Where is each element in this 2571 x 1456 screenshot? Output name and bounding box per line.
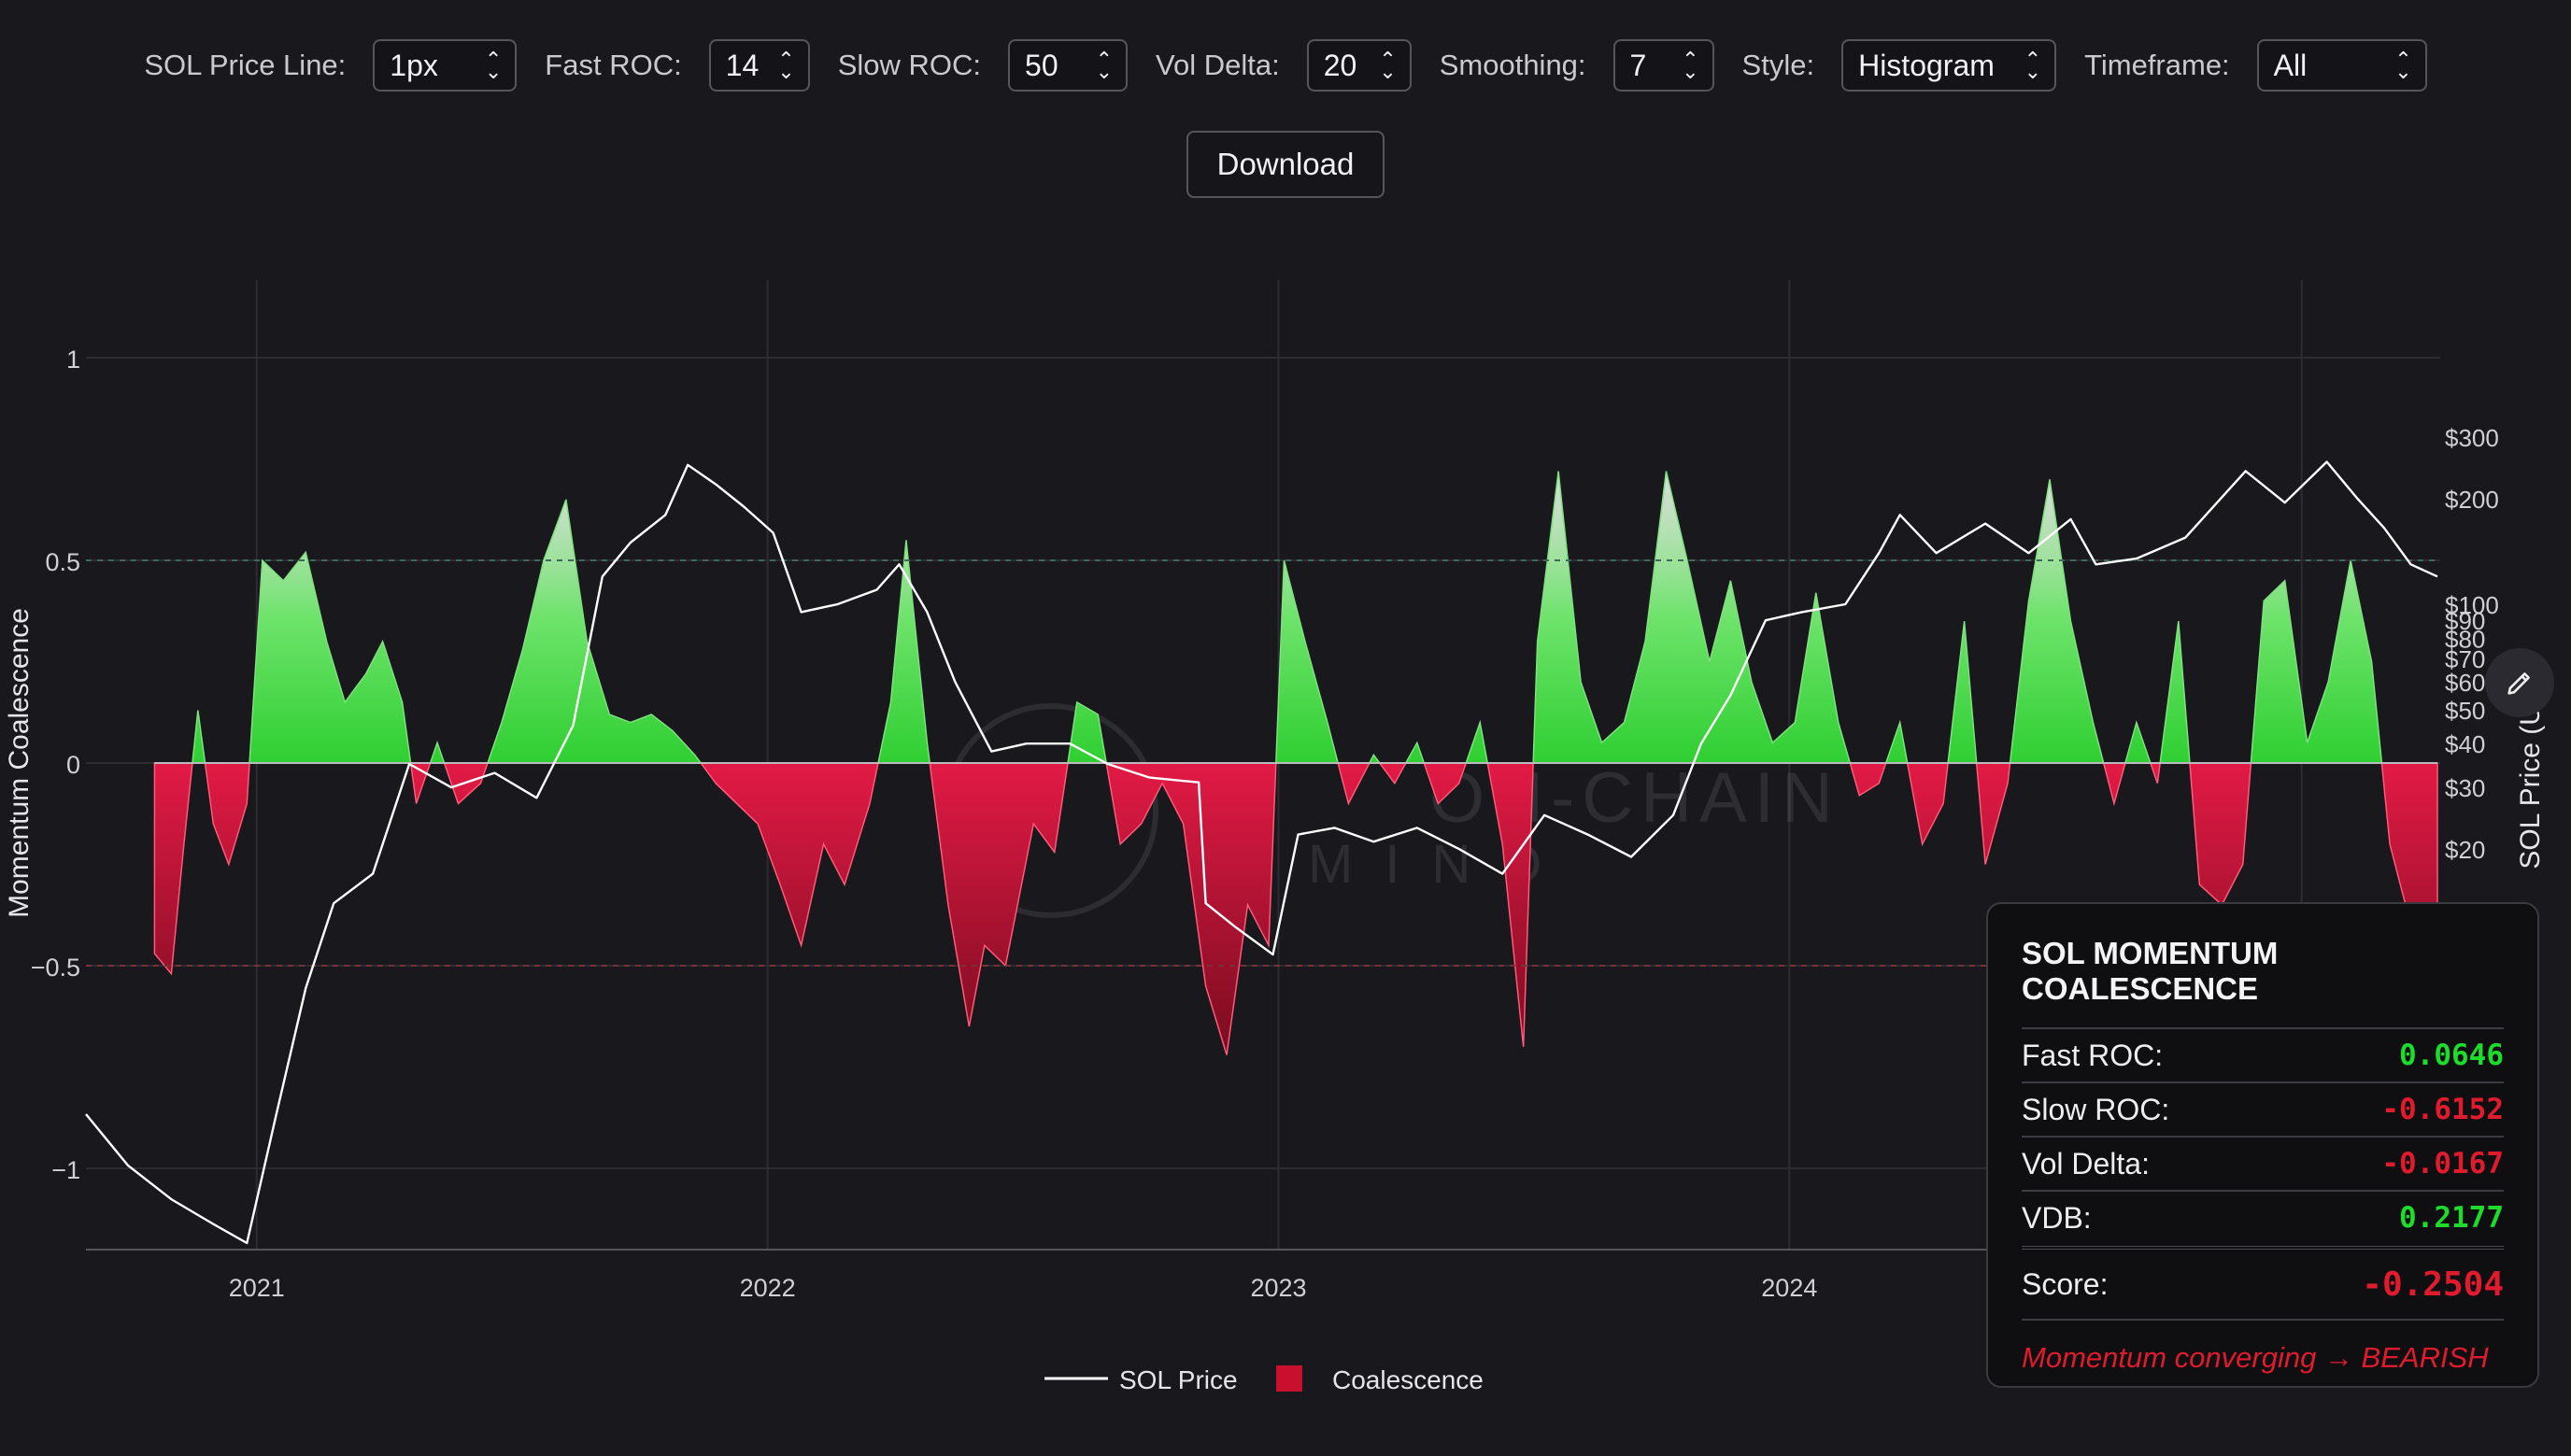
y-right-tick-label: $200 <box>2445 486 2499 514</box>
select-value: 14 <box>725 48 760 82</box>
metric-label: VDB: <box>2022 1200 2092 1235</box>
sol-price-path <box>85 460 2438 1245</box>
control-4: Smoothing: 7 ⌃ ⌄ <box>1440 39 1714 92</box>
control-6: Timeframe: All ⌃ ⌄ <box>2084 39 2427 92</box>
select-value: 50 <box>1025 48 1058 82</box>
control-0: SOL Price Line: 1px ⌃ ⌄ <box>144 39 518 92</box>
select-value: 1px <box>390 48 438 82</box>
chevron-up-down-icon: ⌃ ⌄ <box>484 48 503 83</box>
y-tick-label: 0 <box>66 751 80 779</box>
control-label: SOL Price Line: <box>144 49 347 81</box>
legend-price-label: SOL Price <box>1119 1365 1238 1394</box>
x-tick-label: 2022 <box>740 1274 796 1302</box>
metric-label: Fast ROC: <box>2022 1038 2164 1072</box>
metric-label: Slow ROC: <box>2022 1092 2170 1126</box>
score-label: Score: <box>2022 1266 2109 1301</box>
select-value: Histogram <box>1858 48 1995 82</box>
coalescence-positive-area <box>154 471 2437 764</box>
metric-value: 0.0646 <box>2399 1039 2504 1072</box>
edit-button[interactable] <box>2485 648 2554 717</box>
chevron-up-down-icon: ⌃ ⌄ <box>777 48 795 83</box>
control-select[interactable]: All ⌃ ⌄ <box>2256 39 2427 92</box>
control-5: Style: Histogram ⌃ ⌄ <box>1742 39 2057 92</box>
y-right-tick-label: $80 <box>2445 625 2485 653</box>
control-select[interactable]: 1px ⌃ ⌄ <box>373 39 518 92</box>
metric-label: Vol Delta: <box>2022 1146 2150 1180</box>
x-tick-label: 2024 <box>1761 1274 1817 1302</box>
control-label: Smoothing: <box>1439 49 1586 81</box>
y-tick-label: −1 <box>51 1156 80 1184</box>
score-value: -0.2504 <box>2362 1265 2504 1304</box>
y-right-tick-label: $60 <box>2445 669 2485 697</box>
y-right-tick-label: $70 <box>2445 645 2485 673</box>
y-right-tick-label: $100 <box>2445 591 2499 619</box>
pencil-icon <box>2507 672 2530 695</box>
svg-text:MIND: MIND <box>1308 834 1573 895</box>
y-tick-label: −0.5 <box>31 954 80 982</box>
control-label: Vol Delta: <box>1156 49 1280 81</box>
legend-coalescence-label: Coalescence <box>1332 1365 1484 1394</box>
metric-value: -0.0167 <box>2381 1147 2504 1180</box>
momentum-panel: SOL MOMENTUM COALESCENCE Fast ROC: 0.0646… <box>1986 902 2539 1388</box>
x-tick-label: 2021 <box>229 1274 285 1302</box>
metric-value: -0.6152 <box>2381 1093 2504 1126</box>
control-select[interactable]: 7 ⌃ ⌄ <box>1612 39 1714 92</box>
verdict-text: Momentum converging → BEARISH <box>2022 1319 2504 1375</box>
chevron-up-down-icon: ⌃ ⌄ <box>1095 48 1114 83</box>
x-tick-label: 2023 <box>1250 1274 1306 1302</box>
control-2: Slow ROC: 50 ⌃ ⌄ <box>837 39 1129 92</box>
control-select[interactable]: 14 ⌃ ⌄ <box>708 39 810 92</box>
control-select[interactable]: 20 ⌃ ⌄ <box>1306 39 1412 92</box>
control-label: Style: <box>1741 49 1815 81</box>
y-tick-label: 0.5 <box>45 548 80 576</box>
select-value: 7 <box>1629 48 1647 82</box>
y-right-tick-label: $50 <box>2445 697 2485 725</box>
sol-price-line <box>85 460 2438 1245</box>
control-1: Fast ROC: 14 ⌃ ⌄ <box>545 39 810 92</box>
panel-title: SOL MOMENTUM COALESCENCE <box>2022 936 2279 1006</box>
y-tick-label: 1 <box>66 346 80 374</box>
chevron-up-down-icon: ⌃ ⌄ <box>2394 48 2412 83</box>
chevron-up-down-icon: ⌃ ⌄ <box>1682 48 1699 83</box>
control-label: Fast ROC: <box>545 49 682 81</box>
control-select[interactable]: 50 ⌃ ⌄ <box>1008 39 1129 92</box>
metric-row: Fast ROC: 0.0646 <box>2022 1027 2504 1081</box>
y-right-tick-label: $90 <box>2445 607 2485 635</box>
control-label: Timeframe: <box>2084 49 2230 81</box>
y-axis-title-left: Momentum Coalescence <box>4 608 35 918</box>
select-value: 20 <box>1323 48 1357 82</box>
legend-coalescence-swatch <box>1276 1365 1302 1392</box>
select-value: All <box>2273 48 2308 82</box>
chevron-up-down-icon: ⌃ ⌄ <box>2024 48 2042 83</box>
download-button[interactable]: Download <box>1186 131 1385 198</box>
control-3: Vol Delta: 20 ⌃ ⌄ <box>1156 39 1412 92</box>
y-right-tick-label: $30 <box>2445 774 2485 802</box>
control-label: Slow ROC: <box>837 49 982 81</box>
score-row: Score: -0.2504 <box>2022 1246 2504 1319</box>
metric-value: 0.2177 <box>2399 1201 2504 1235</box>
metric-row: Slow ROC: -0.6152 <box>2022 1081 2504 1136</box>
chevron-up-down-icon: ⌃ ⌄ <box>1379 48 1397 83</box>
controls-bar: SOL Price Line: 1px ⌃ ⌄ Fast ROC: 14 ⌃ ⌄ Slow RO… <box>0 39 2571 92</box>
metric-row: VDB: 0.2177 <box>2022 1190 2504 1244</box>
control-select[interactable]: Histogram ⌃ ⌄ <box>1841 39 2057 92</box>
y-right-tick-label: $20 <box>2445 836 2485 864</box>
metric-row: Vol Delta: -0.0167 <box>2022 1136 2504 1190</box>
y-right-tick-label: $300 <box>2445 424 2499 452</box>
y-right-tick-label: $40 <box>2445 730 2485 758</box>
chart-legend: SOL Price Coalescence <box>1044 1365 1484 1394</box>
coalescence-negative-area <box>153 762 2438 1055</box>
